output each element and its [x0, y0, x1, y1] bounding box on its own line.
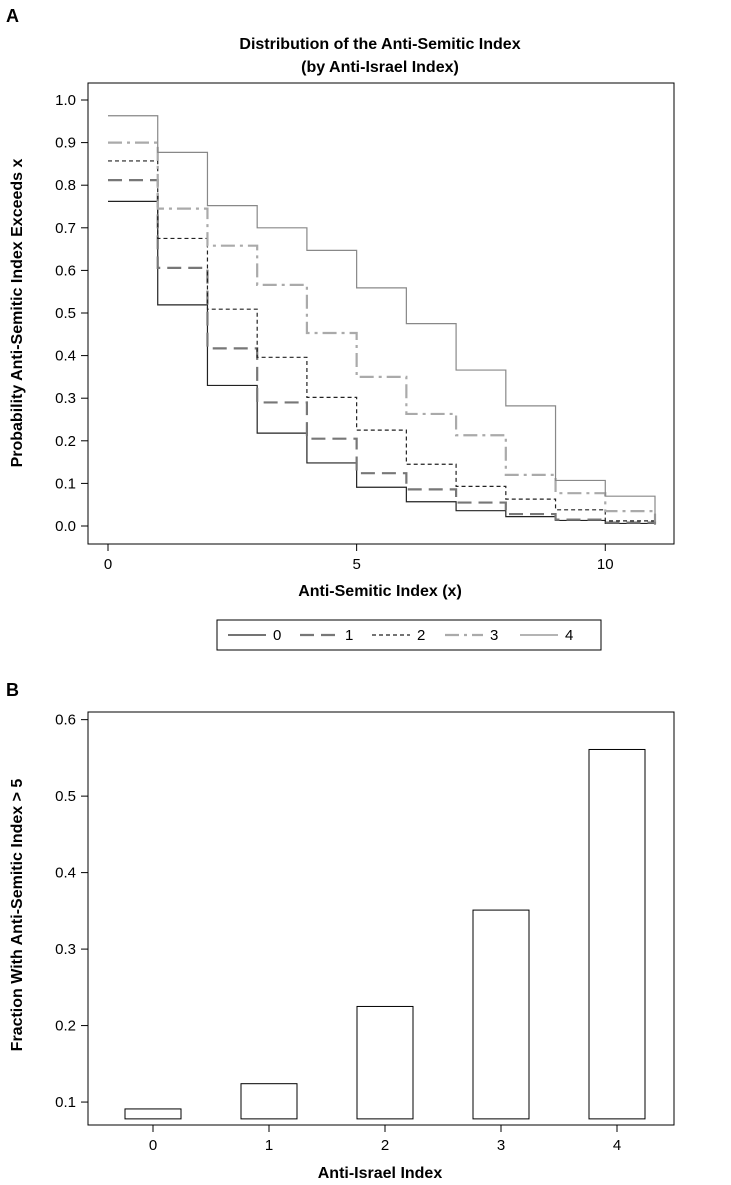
bar-0	[124, 1108, 182, 1120]
y-tick-label: 0.9	[55, 135, 76, 152]
y-tick-label: 0.2	[55, 1018, 76, 1035]
y-tick-label: 0.7	[55, 220, 76, 237]
plot-a-y-axis: 0.0 0.1 0.2 0.3 0.4 0.5 0.6 0.7 0.8 0.9 1.0	[55, 92, 88, 535]
bar-3	[472, 909, 530, 1120]
x-tick-label: 5	[352, 556, 360, 573]
x-tick-label: 0	[104, 556, 112, 573]
chart-a-y-axis-label: Probability Anti-Semitic Index Exceeds x	[9, 158, 26, 467]
y-tick-label: 0.5	[55, 788, 76, 805]
plot-b-y-axis: 0.1 0.2 0.3 0.4 0.5 0.6	[55, 712, 88, 1111]
y-tick-label: 0.4	[55, 348, 76, 365]
panel-a-letter: A	[6, 6, 19, 26]
chart-a-title-line-1: Distribution of the Anti-Semitic Index	[239, 36, 520, 53]
series-2-line	[108, 160, 656, 524]
x-tick-label: 0	[149, 1137, 157, 1154]
plot-a-x-axis: 0 5 10	[104, 544, 614, 573]
y-tick-label: 0.3	[55, 941, 76, 958]
bar-2	[356, 1005, 414, 1120]
plot-b-frame	[87, 711, 675, 1126]
chart-b-y-axis-label: Fraction With Anti-Semitic Index > 5	[9, 779, 26, 1052]
chart-b-x-axis-label: Anti-Israel Index	[318, 1165, 443, 1182]
series-0-line	[108, 200, 656, 525]
x-tick-label: 10	[597, 556, 614, 573]
panel-b-letter: B	[6, 680, 19, 700]
legend-label-2: 2	[417, 627, 425, 644]
series-3-line	[108, 141, 657, 522]
plot-a-series	[108, 115, 657, 525]
y-tick-label: 0.4	[55, 865, 76, 882]
x-tick-label: 1	[265, 1137, 273, 1154]
legend-label-3: 3	[490, 627, 498, 644]
x-tick-label: 2	[381, 1137, 389, 1154]
series-4-line	[108, 115, 656, 525]
y-tick-label: 0.1	[55, 475, 76, 492]
y-tick-label: 0.6	[55, 712, 76, 729]
y-tick-label: 1.0	[55, 92, 76, 109]
legend-label-4: 4	[565, 627, 573, 644]
y-tick-label: 0.3	[55, 390, 76, 407]
y-tick-label: 0.6	[55, 262, 76, 279]
bar-4	[588, 748, 646, 1120]
chart-a-legend-items: 0 1 2 3 4	[228, 627, 573, 644]
plot-b-bars	[124, 748, 646, 1120]
x-tick-label: 4	[613, 1137, 621, 1154]
y-tick-label: 0.1	[55, 1094, 76, 1111]
legend-label-1: 1	[345, 627, 353, 644]
y-tick-label: 0.0	[55, 518, 76, 535]
series-1-line	[108, 178, 657, 525]
plot-b-x-axis: 0 1 2 3 4	[149, 1125, 621, 1154]
bar-1	[240, 1083, 298, 1120]
chart-a-x-axis-label: Anti-Semitic Index (x)	[298, 583, 462, 600]
legend-label-0: 0	[273, 627, 281, 644]
chart-a-title-line-2: (by Anti-Israel Index)	[301, 59, 459, 76]
y-tick-label: 0.2	[55, 433, 76, 450]
x-tick-label: 3	[497, 1137, 505, 1154]
y-tick-label: 0.8	[55, 177, 76, 194]
y-tick-label: 0.5	[55, 305, 76, 322]
